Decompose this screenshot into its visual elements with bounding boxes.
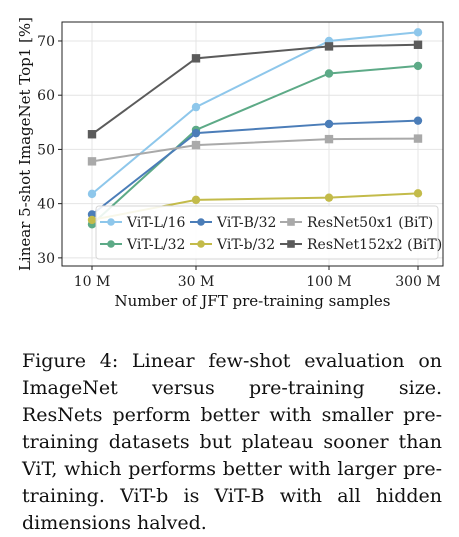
legend-label-vit-l-32: ViT-L/32 (126, 237, 185, 253)
legend-label-vit-l-16: ViT-L/16 (126, 215, 186, 231)
y-tick-label-0: 30 (37, 251, 55, 267)
y-tick-label-3: 60 (37, 88, 55, 104)
data-point-vit-b-32-1 (191, 128, 201, 138)
legend: ViT-L/16 ViT-B/32 ResNet50x1 (BiT) ViT-L/32… (95, 205, 442, 260)
series-line-resnet152x2-bit (91, 43, 419, 136)
y-tick-label-4: 70 (37, 34, 55, 50)
data-point-vit-l-16-1 (191, 102, 201, 112)
legend-swatch-marker-vit-b-32 (197, 218, 205, 226)
legend-label-vit-b-32: ViT-b/32 (216, 237, 275, 253)
series-vit-b-32 (87, 116, 423, 219)
y-axis-ticks: 30 40 50 60 70 (37, 34, 62, 267)
legend-item-resnet152x2-bit: ResNet152x2 (BiT) (280, 237, 442, 253)
data-point-vit-b-32-3 (413, 116, 423, 125)
data-point-resnet152x2-bit-0 (87, 130, 97, 139)
grid (62, 22, 443, 266)
legend-item-resnet50x1-bit: ResNet50x1 (BiT) (280, 215, 433, 231)
data-point-vit-b-32-3 (413, 189, 423, 198)
legend-label-resnet152x2-bit: ResNet152x2 (BiT) (307, 237, 442, 253)
data-point-vit-b-32-0 (87, 215, 97, 225)
x-axis-label: Number of JFT pre-training samples (115, 292, 391, 310)
data-point-resnet50x1-bit-3 (413, 134, 423, 143)
series-line-resnet50x1-bit (91, 137, 419, 163)
data-point-resnet152x2-bit-1 (191, 54, 201, 63)
series-line-vit-l-16 (91, 31, 419, 195)
x-axis-ticks: 10 M 30 M 100 M 300 M (74, 266, 441, 290)
series-lines (87, 28, 423, 229)
data-point-vit-b-32-1 (191, 195, 201, 205)
data-point-vit-l-16-3 (413, 28, 423, 37)
figure-caption: Figure 4: Linear few-shot evaluation on … (22, 350, 442, 534)
x-tick-label-3: 300 M (395, 274, 441, 290)
data-point-vit-l-32-2 (324, 69, 334, 78)
x-tick-label-2: 100 M (306, 274, 352, 290)
legend-item-vit-b-32: ViT-B/32 (190, 215, 276, 231)
y-tick-label-2: 50 (37, 142, 55, 158)
data-point-resnet50x1-bit-1 (191, 140, 201, 150)
y-tick-label-1: 40 (37, 197, 55, 213)
legend-label-resnet50x1-bit: ResNet50x1 (BiT) (307, 215, 433, 231)
data-point-resnet50x1-bit-0 (87, 157, 97, 166)
data-point-resnet152x2-bit-3 (413, 40, 423, 49)
chart: 30 40 50 60 70 10 M 30 M 100 M 300 M Number of … (16, 17, 444, 310)
data-point-vit-b-32-2 (324, 193, 334, 202)
series-resnet152x2-bit (87, 40, 423, 139)
data-point-resnet50x1-bit-2 (324, 134, 334, 144)
legend-item-vit-l-16: ViT-L/16 (100, 215, 186, 231)
data-point-vit-b-32-2 (324, 119, 334, 129)
legend-item-vit-l-32: ViT-L/32 (100, 237, 185, 253)
legend-swatch-marker-resnet50x1-bit (287, 218, 295, 226)
data-point-resnet152x2-bit-2 (324, 42, 334, 51)
legend-box (95, 205, 439, 260)
series-line-vit-b-32 (91, 119, 419, 216)
legend-swatch-marker-vit-l-16 (107, 218, 115, 226)
legend-label-vit-b-32: ViT-B/32 (216, 215, 276, 231)
series-resnet50x1-bit (87, 134, 423, 166)
data-point-vit-l-16-0 (87, 189, 97, 199)
legend-swatch-marker-resnet152x2-bit (287, 240, 295, 248)
x-tick-label-0: 10 M (74, 274, 111, 290)
legend-swatch-marker-vit-l-32 (107, 240, 115, 248)
y-axis-label: Linear 5-shot ImageNet Top1 [%] (16, 17, 34, 271)
x-tick-label-1: 30 M (178, 274, 215, 290)
plot-frame (61, 21, 444, 267)
legend-swatch-marker-vit-b-32 (197, 240, 205, 248)
data-point-vit-l-32-3 (413, 61, 423, 71)
legend-item-vit-b-32: ViT-b/32 (190, 237, 275, 253)
series-vit-l-16 (87, 28, 423, 199)
series-line-vit-l-32 (91, 64, 419, 225)
